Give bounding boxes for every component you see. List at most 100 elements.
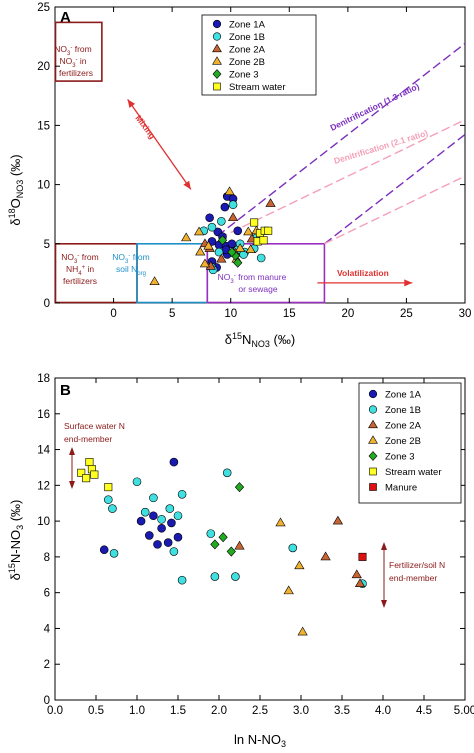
legend-marker-zone-3 <box>212 69 222 79</box>
data-point-zone-1b <box>210 572 220 581</box>
data-point-zone-3 <box>233 257 243 268</box>
data-point-zone-2b <box>275 517 286 527</box>
soil-box-label: NO3- from soil Norg <box>112 252 149 277</box>
legend-marker-zone-2a <box>368 419 378 429</box>
x-tick-label: 3.5 <box>334 705 350 717</box>
data-point-stream-water <box>104 483 113 492</box>
data-point-zone-2b <box>234 243 246 252</box>
data-point-zone-3 <box>227 247 237 258</box>
data-point-zone-2b <box>193 226 205 236</box>
legend-marker-zone-1a <box>212 19 222 29</box>
y-tick-label: 2 <box>44 659 50 671</box>
x-tick-label: 1.0 <box>129 705 145 717</box>
panel-a-data-points <box>149 186 276 285</box>
legend-marker-zone-1a <box>368 389 378 399</box>
x-tick-label: 5 <box>169 308 175 320</box>
data-point-zone-1a <box>149 511 158 521</box>
legend-label: Stream water <box>385 467 442 478</box>
y-tick-label: 6 <box>44 588 50 600</box>
x-tick-label: 4.0 <box>375 705 391 717</box>
fertilizer-range-arrow <box>381 542 387 608</box>
y-tick-label: 25 <box>37 2 50 14</box>
data-point-zone-1b <box>157 515 166 524</box>
legend-marker-zone-1b <box>368 405 378 414</box>
data-point-zone-1b <box>109 549 119 558</box>
panel-a: A 0 5 10 15 20 25 30 0 5 10 15 20 25 NO3- from NO3-… <box>7 2 471 349</box>
data-point-zone-1a <box>169 457 179 467</box>
panel-b-y-label: δ15N-NO3 (‰) <box>7 500 25 581</box>
y-tick-label: 14 <box>37 445 50 457</box>
x-tick-label: 2.5 <box>252 705 268 717</box>
legend-marker-manure <box>369 483 377 491</box>
volatilization-arrow-head <box>404 279 413 287</box>
denit-2.1-lower-line <box>324 175 466 245</box>
data-point-zone-1b <box>207 222 217 232</box>
legend-label: Zone 2B <box>385 436 421 447</box>
data-point-zone-1b <box>132 477 142 487</box>
legend-label: Stream water <box>229 82 286 93</box>
denit13-label: Denitrification (1.3 ratio) <box>328 81 420 133</box>
panel-b-x-ticks: 0.0 0.5 1.0 1.5 2.0 2.5 3.0 3.5 4.0 4.5 5.00 <box>47 378 474 717</box>
y-tick-label: 0 <box>44 298 50 310</box>
data-point-zone-2b <box>199 258 211 268</box>
surface-water-label-line1: Surface water N <box>64 421 125 431</box>
data-point-zone-2a <box>216 253 227 263</box>
y-tick-label: 15 <box>37 120 50 132</box>
panel-b-data-points <box>77 457 367 636</box>
x-tick-label: 0.0 <box>47 705 63 717</box>
fert-no3-line2: NO3- in <box>59 56 86 69</box>
data-point-zone-1b <box>177 575 187 585</box>
data-point-zone-1b <box>228 200 238 210</box>
legend-label: Manure <box>385 483 417 494</box>
data-point-zone-1a <box>157 523 166 533</box>
data-point-zone-2b <box>283 585 294 595</box>
data-point-stream-water <box>259 236 268 245</box>
x-tick-label: 20 <box>341 308 354 320</box>
data-point-zone-2a <box>227 212 239 222</box>
denit-1.3-lower-line <box>323 133 466 245</box>
x-tick-label: 4.5 <box>416 705 432 717</box>
data-point-zone-1b <box>217 217 226 226</box>
data-point-zone-1b <box>149 493 158 503</box>
data-point-stream-water <box>85 458 94 467</box>
data-point-stream-water <box>90 470 99 479</box>
fert-nh4-line2: NH4+ in <box>66 264 94 277</box>
manure-box-label: NO3- from manure or sewage <box>218 272 287 294</box>
manure-line2: or sewage <box>238 284 277 294</box>
fert-no3-line1: NO3- from <box>54 44 91 57</box>
data-point-zone-2b <box>224 186 235 196</box>
x-tick-label: 5.00 <box>454 705 474 717</box>
legend-label: Zone 2B <box>229 57 265 68</box>
data-point-zone-1b <box>288 543 298 553</box>
data-point-zone-1b <box>108 504 117 513</box>
data-point-zone-2b <box>245 244 256 254</box>
data-point-zone-2b <box>149 276 160 285</box>
soil-line2: soil Norg <box>116 264 146 277</box>
mixing-arrow-head-up <box>127 99 136 108</box>
panel-a-legend-frame <box>201 14 317 96</box>
data-point-zone-2a <box>351 569 362 579</box>
data-point-zone-1b <box>177 489 187 499</box>
soil-line1: NO3- from <box>112 252 149 265</box>
data-point-zone-1a <box>99 545 109 555</box>
y-tick-label: 10 <box>37 180 50 192</box>
legend-label: Zone 1A <box>385 390 422 401</box>
x-tick-label: 2.0 <box>211 705 227 717</box>
legend-marker-zone-2b <box>368 435 378 444</box>
panel-b-legend: Zone 1A Zone 1B Zone 2A Zone 2B Zone 3 Stream… <box>358 382 462 504</box>
legend-marker-zone-2b <box>212 56 222 65</box>
panel-a-x-label: δ15NNO3 (‰) <box>225 331 295 349</box>
data-point-zone-2b <box>243 226 254 236</box>
x-tick-label: 10 <box>224 308 237 320</box>
legend-label: Zone 1B <box>385 405 421 416</box>
fertilizer-no3-box-label: NO3- from NO3- in fertilizers <box>54 44 93 78</box>
fertilizer-label-line1: Fertilizer/soil N <box>389 560 445 570</box>
data-point-zone-2b <box>181 232 192 242</box>
x-tick-label: 0 <box>110 308 116 320</box>
data-point-zone-1b <box>256 253 266 263</box>
data-point-zone-1b <box>169 547 179 556</box>
panel-a-y-label: δ18ONO3 (‰) <box>7 154 25 225</box>
data-point-zone-1a <box>163 538 173 547</box>
panel-a-arrows <box>127 98 413 287</box>
surface-water-range-arrow <box>69 447 75 489</box>
